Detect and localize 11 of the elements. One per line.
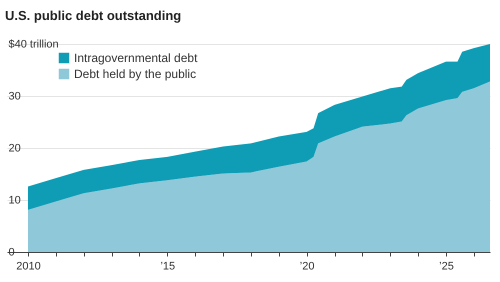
x-tick-label: ’25 <box>439 260 454 272</box>
chart-title: U.S. public debt outstanding <box>4 7 182 24</box>
x-tick-label: ’20 <box>300 260 314 272</box>
x-tick-label: 2010 <box>16 260 41 272</box>
y-tick-label: 30 <box>8 90 21 102</box>
legend-label: Intragovernmental debt <box>74 51 198 65</box>
y-tick-label: 10 <box>8 194 21 206</box>
x-tick-label: ’15 <box>160 260 176 272</box>
y-tick-label: 20 <box>8 142 21 154</box>
legend-label: Debt held by the public <box>74 67 196 81</box>
y-tick-label: $40 trillion <box>8 38 59 50</box>
